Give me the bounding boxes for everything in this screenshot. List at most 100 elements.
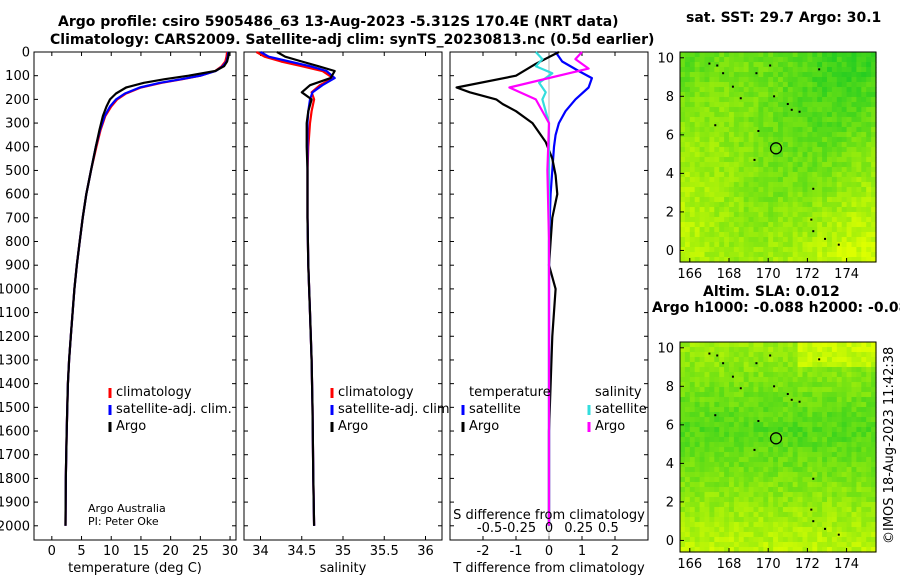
heatmap-cell — [729, 407, 735, 413]
heatmap-cell — [724, 77, 730, 83]
heatmap-cell — [802, 192, 808, 198]
heatmap-cell — [694, 352, 701, 358]
heatmap-cell — [841, 472, 848, 478]
heatmap-cell — [787, 492, 794, 498]
heatmap-cell — [846, 492, 853, 498]
heatmap-cell — [822, 457, 828, 463]
heatmap-cell — [684, 482, 691, 488]
heatmap-cell — [841, 352, 848, 358]
heatmap-cell — [802, 537, 808, 543]
heatmap-cell — [807, 182, 813, 188]
heatmap-cell — [753, 207, 759, 213]
heatmap-cell — [768, 462, 774, 468]
heatmap-cell — [724, 452, 730, 458]
heatmap-cell — [709, 132, 715, 138]
heatmap-cell — [817, 352, 823, 358]
heatmap-cell — [684, 102, 691, 108]
heatmap-cell — [729, 117, 735, 123]
heatmap-cell — [817, 212, 823, 218]
heatmap-cell — [822, 92, 828, 98]
heatmap-cell — [704, 357, 710, 363]
heatmap-cell — [729, 497, 735, 503]
heatmap-cell — [743, 352, 750, 358]
heatmap-cell — [817, 417, 823, 423]
heatmap-cell — [680, 212, 686, 218]
heatmap-cell — [807, 257, 813, 263]
heatmap-cell — [782, 487, 789, 493]
heatmap-cell — [822, 112, 828, 118]
heatmap-cell — [719, 362, 725, 368]
heatmap-cell — [763, 522, 769, 528]
heatmap-cell — [802, 92, 808, 98]
heatmap-cell — [827, 367, 833, 373]
heatmap-cell — [807, 172, 813, 178]
heatmap-cell — [851, 52, 857, 58]
heatmap-cell — [699, 207, 706, 213]
heatmap-cell — [822, 157, 828, 163]
heatmap-cell — [778, 407, 784, 413]
heatmap-cell — [714, 517, 720, 523]
heatmap-cell — [773, 192, 779, 198]
heatmap-cell — [743, 447, 750, 453]
heatmap-cell — [782, 402, 789, 408]
heatmap-cell — [856, 127, 862, 133]
legend-label: satellite — [595, 402, 647, 417]
heatmap-cell — [763, 187, 769, 193]
heatmap-cell — [733, 107, 740, 113]
heatmap-cell — [704, 517, 710, 523]
heatmap-cell — [856, 482, 862, 488]
heatmap-cell — [709, 527, 715, 533]
heatmap-cell — [851, 157, 857, 163]
heatmap-cell — [851, 367, 857, 373]
heatmap-cell — [782, 72, 789, 78]
heatmap-cell — [729, 362, 735, 368]
heatmap-cell — [817, 237, 823, 243]
heatmap-cell — [871, 187, 877, 193]
heatmap-cell — [680, 52, 686, 58]
heatmap-cell — [836, 62, 843, 68]
heatmap-cell — [680, 502, 686, 508]
heatmap-cell — [684, 137, 691, 143]
heatmap-cell — [680, 407, 686, 413]
heatmap-cell — [704, 77, 710, 83]
heatmap-cell — [861, 352, 867, 358]
heatmap-cell — [802, 372, 808, 378]
heatmap-cell — [684, 242, 691, 248]
heatmap-cell — [684, 472, 691, 478]
heatmap-cell — [841, 512, 848, 518]
heatmap-cell — [787, 247, 794, 253]
heatmap-cell — [827, 112, 833, 118]
heatmap-cell — [851, 527, 857, 533]
heatmap-cell — [866, 137, 872, 143]
heatmap-cell — [836, 77, 843, 83]
heatmap-cell — [827, 217, 833, 223]
heatmap-cell — [831, 407, 838, 413]
heatmap-cell — [689, 417, 696, 423]
heatmap-cell — [733, 242, 740, 248]
heatmap-cell — [866, 512, 872, 518]
heatmap-cell — [827, 92, 833, 98]
heatmap-cell — [836, 482, 843, 488]
heatmap-cell — [797, 402, 804, 408]
heatmap-cell — [684, 477, 691, 483]
heatmap-cell — [748, 127, 755, 133]
heatmap-cell — [807, 537, 813, 543]
heatmap-cell — [680, 82, 686, 88]
heatmap-cell — [841, 377, 848, 383]
heatmap-cell — [719, 137, 725, 143]
heatmap-cell — [724, 377, 730, 383]
heatmap-cell — [812, 527, 818, 533]
heatmap-cell — [680, 542, 686, 548]
heatmap-cell — [871, 427, 877, 433]
heatmap-cell — [748, 517, 755, 523]
heatmap-cell — [787, 202, 794, 208]
heatmap-cell — [866, 392, 872, 398]
heatmap-cell — [822, 532, 828, 538]
depth-tick-label: 1100 — [0, 306, 30, 321]
heatmap-cell — [812, 367, 818, 373]
heatmap-cell — [733, 457, 740, 463]
heatmap-cell — [836, 547, 843, 553]
heatmap-cell — [714, 532, 720, 538]
heatmap-cell — [836, 212, 843, 218]
heatmap-cell — [812, 122, 818, 128]
